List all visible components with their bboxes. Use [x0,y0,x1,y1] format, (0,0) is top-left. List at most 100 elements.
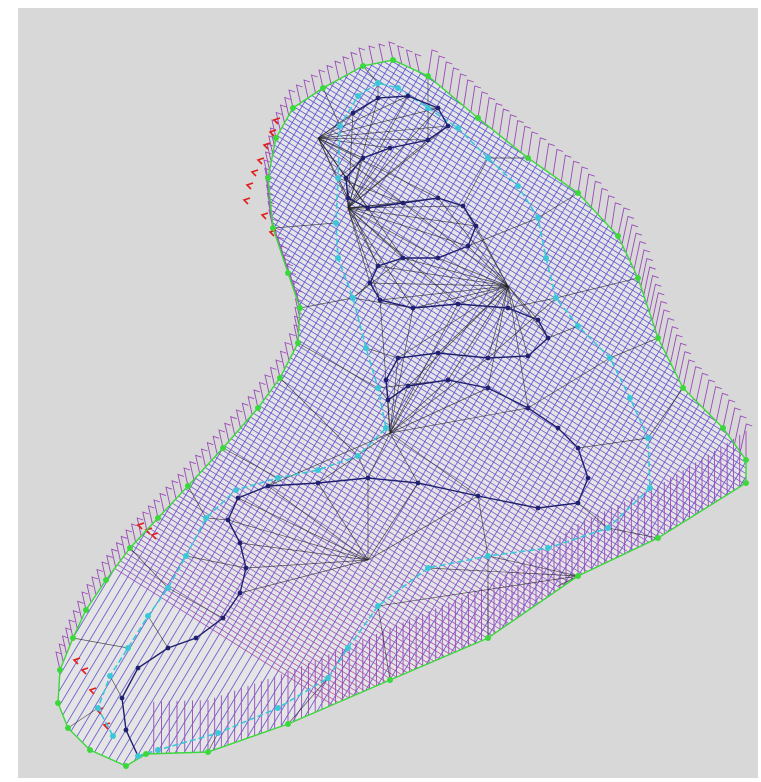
inner-node [425,565,431,571]
spine-node [555,425,561,431]
fan-line [347,147,391,209]
fan-line [67,707,99,729]
tooth [268,209,276,229]
spine-node [383,377,389,383]
inner-node [375,385,381,391]
fan-line [317,112,354,139]
fan-line [187,485,207,519]
tooth [643,266,656,296]
inner-node [233,487,239,493]
outer-node [273,135,279,141]
fan-line [389,432,479,497]
hatch-line-a [375,60,746,766]
inner-node [215,730,221,736]
hatch-line-b [58,60,613,766]
tooth [275,359,283,379]
outer-node [655,535,661,541]
spine-node [345,195,351,201]
hatch-line-b [153,60,746,766]
tooth [279,350,287,370]
spine-node [350,110,356,116]
fan-line [147,615,169,649]
fan-line [462,205,509,287]
inner-node [335,175,341,181]
tooth [722,399,736,429]
hatch-line-b [198,60,746,766]
inner-node [545,545,551,551]
fan-line [367,495,479,561]
fan-line [357,455,369,479]
fan-line [237,497,369,561]
outer-node [270,225,276,231]
fan-line [377,575,579,607]
outer-node [285,721,291,727]
hatch-line-b [58,60,746,766]
tooth [206,441,214,461]
inner-node [183,553,189,559]
fan-line [507,285,529,357]
outer-node [297,305,303,311]
tooth [470,85,481,113]
outer-node [87,747,93,753]
fan-line [347,107,439,209]
hatch-line-b [144,60,746,766]
hatch-line-b [58,60,586,766]
spine-node [425,137,431,143]
tooth [590,180,602,208]
tooth [136,517,144,537]
fan-line [72,637,129,649]
outer-node [743,480,749,486]
tooth [318,69,326,89]
fan-line [555,277,639,299]
tooth [294,298,302,317]
outer-node [70,635,76,641]
tooth [617,207,631,237]
spine-node [243,565,249,571]
spine-node [435,255,441,261]
fan-line [507,297,557,309]
hatch-line-b [58,60,622,766]
tooth [695,372,709,402]
spine-node [119,695,125,701]
spine-node [545,335,551,341]
spine-node [465,243,471,249]
outer-node [155,515,161,521]
tooth [414,53,422,73]
fan-line [347,207,379,267]
tooth [230,415,237,435]
outer-node [123,763,129,769]
inner-node [383,425,389,431]
spine-node [575,500,581,506]
hatch-line-b [58,60,746,766]
tooth [358,47,366,67]
inner-node [275,475,281,481]
spine-node [445,123,451,129]
hatch-line-b [58,60,532,766]
spine-node [415,480,421,486]
outer-node [575,573,581,579]
fan-line [367,482,419,561]
hatch-line-b [58,60,746,766]
fan-line [389,357,489,434]
hatch-line-b [58,60,568,766]
inner-node [333,220,339,226]
red-marker [245,182,254,190]
inner-node [645,435,651,441]
tooth [405,49,413,69]
red-marker [260,212,269,220]
fan-line [379,285,509,301]
inner-node [455,125,461,131]
tooth [477,91,489,119]
fan-line [389,387,489,434]
tooth [633,241,647,270]
tooth [147,505,155,525]
tooth [734,415,747,445]
tooth [110,548,118,568]
outer-node [220,445,226,451]
hatch-line-b [58,60,658,766]
fan-line [347,207,381,301]
hatch-line-a [78,60,542,766]
tooth [702,379,716,409]
fan-line [245,559,369,569]
tooth [640,257,653,287]
